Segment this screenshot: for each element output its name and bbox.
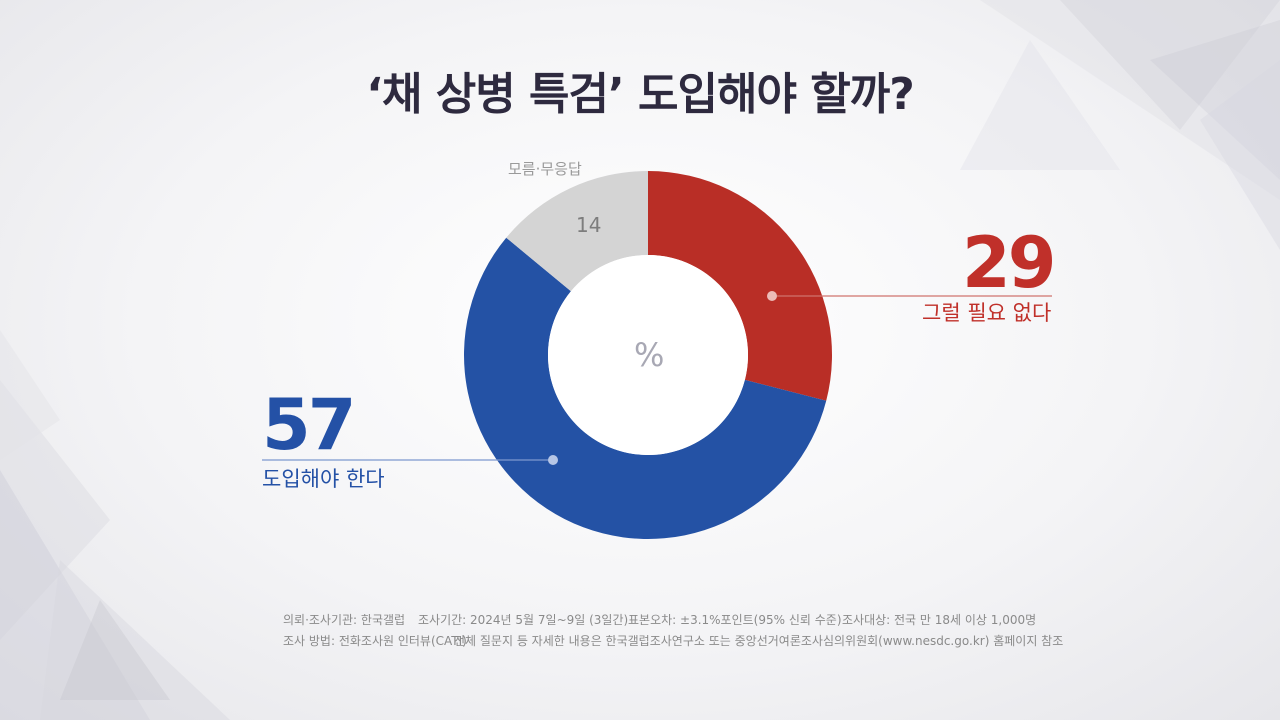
unit-label: % (634, 336, 665, 374)
footer-target: 조사대상: 전국 만 18세 이상 1,000명 (842, 613, 1037, 627)
footer-period: 조사기간: 2024년 5월 7일~9일 (3일간) (418, 613, 629, 627)
footer-method: 조사 방법: 전화조사원 인터뷰(CATI) (283, 634, 467, 648)
donut-slice-dont-know (506, 171, 648, 292)
footer-note: 전체 질문지 등 자세한 내용은 한국갤럽조사연구소 또는 중앙선거여론조사심의… (454, 634, 1064, 648)
footer-client: 의뢰·조사기관: 한국갤럽 (283, 613, 406, 627)
footer-margin: 표본오차: ±3.1%포인트(95% 신뢰 수준) (628, 613, 842, 627)
donut-hole (548, 255, 748, 455)
value-should-introduce: 57 (262, 384, 356, 466)
leader-dot-no (767, 291, 777, 301)
label-dont-know: 모름·무응답 (508, 160, 582, 178)
value-dont-know: 14 (576, 213, 602, 237)
page-title: ‘채 상병 특검’ 도입해야 할까? (366, 69, 915, 120)
donut-slice-no-need (648, 171, 832, 401)
value-no-need: 29 (962, 222, 1056, 304)
label-should-introduce: 도입해야 한다 (262, 467, 385, 491)
leader-dot-yes (548, 455, 558, 465)
label-no-need: 그럴 필요 없다 (922, 301, 1052, 325)
